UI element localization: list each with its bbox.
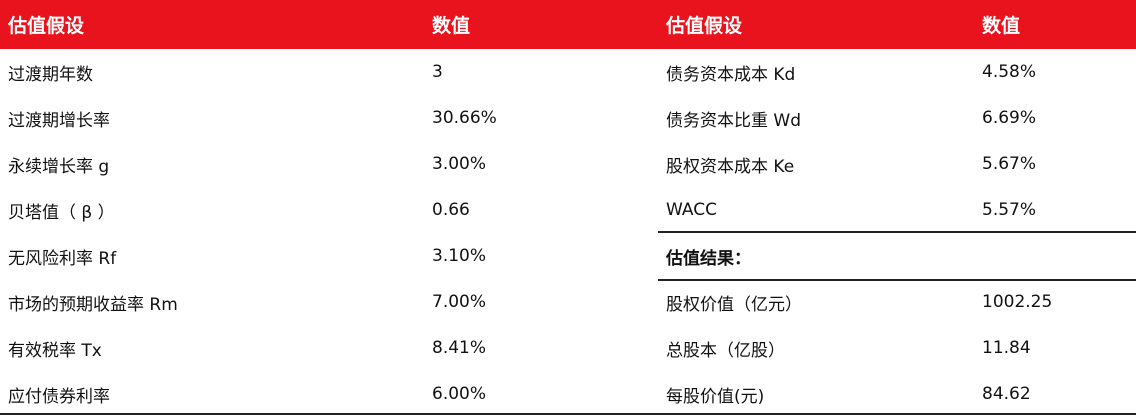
header-right-value: 数值	[982, 15, 1021, 37]
table-row: 永续增长率 g 3.00% 股权资本成本 Ke 5.67%	[0, 141, 1136, 187]
row-left-label: 市场的预期收益率 Rm	[8, 294, 178, 315]
table-row: 有效税率 Tx 8.41% 总股本（亿股） 11.84	[0, 325, 1136, 371]
row-left-value: 7.00%	[432, 292, 487, 312]
section-divider	[658, 279, 1136, 281]
row-right-value: 1002.25	[982, 292, 1053, 312]
row-right-value: 5.57%	[982, 200, 1037, 220]
table-row: 市场的预期收益率 Rm 7.00% 股权价值（亿元） 1002.25	[0, 279, 1136, 325]
section-divider	[658, 231, 1136, 233]
header-right-label: 估值假设	[666, 15, 743, 37]
table-row: 应付债券利率 6.00% 每股价值(元) 84.62	[0, 371, 1136, 417]
row-right-value: 6.69%	[982, 108, 1037, 128]
row-right-label: 总股本（亿股）	[666, 340, 785, 361]
table-header: 估值假设 数值 估值假设 数值	[0, 0, 1136, 49]
row-right-label: 股权资本成本 Ke	[666, 156, 795, 177]
row-left-value: 30.66%	[432, 108, 497, 128]
valuation-result-heading: 估值结果：	[666, 248, 751, 269]
row-left-value: 3.10%	[432, 246, 487, 266]
row-left-label: 过渡期年数	[8, 64, 93, 85]
row-left-label: 应付债券利率	[8, 386, 110, 407]
row-left-label: 无风险利率 Rf	[8, 248, 117, 269]
row-left-value: 3.00%	[432, 154, 487, 174]
row-right-label: 每股价值(元)	[666, 386, 765, 407]
header-left-label: 估值假设	[8, 15, 85, 37]
row-right-value: 11.84	[982, 338, 1031, 358]
table-row: 贝塔值（ β ） 0.66 WACC 5.57%	[0, 187, 1136, 233]
row-right-label: 股权价值（亿元）	[666, 294, 802, 315]
row-right-label: 债务资本比重 Wd	[666, 110, 802, 131]
row-left-label: 过渡期增长率	[8, 110, 110, 131]
row-left-value: 6.00%	[432, 384, 487, 404]
row-right-label: WACC	[666, 200, 717, 220]
row-left-label: 有效税率 Tx	[8, 340, 102, 361]
row-left-value: 3	[432, 62, 443, 82]
table-row: 过渡期增长率 30.66% 债务资本比重 Wd 6.69%	[0, 95, 1136, 141]
row-right-value: 5.67%	[982, 154, 1037, 174]
table-row: 无风险利率 Rf 3.10% 估值结果：	[0, 233, 1136, 279]
row-left-label: 贝塔值（ β ）	[8, 202, 115, 223]
row-left-label: 永续增长率 g	[8, 156, 110, 177]
row-right-value: 4.58%	[982, 62, 1037, 82]
row-left-value: 8.41%	[432, 338, 487, 358]
table-bottom-rule	[0, 413, 1136, 415]
row-left-value: 0.66	[432, 200, 470, 220]
row-right-value: 84.62	[982, 384, 1031, 404]
row-right-label: 债务资本成本 Kd	[666, 64, 796, 85]
header-left-value: 数值	[432, 15, 471, 37]
table-row: 过渡期年数 3 债务资本成本 Kd 4.58%	[0, 49, 1136, 95]
